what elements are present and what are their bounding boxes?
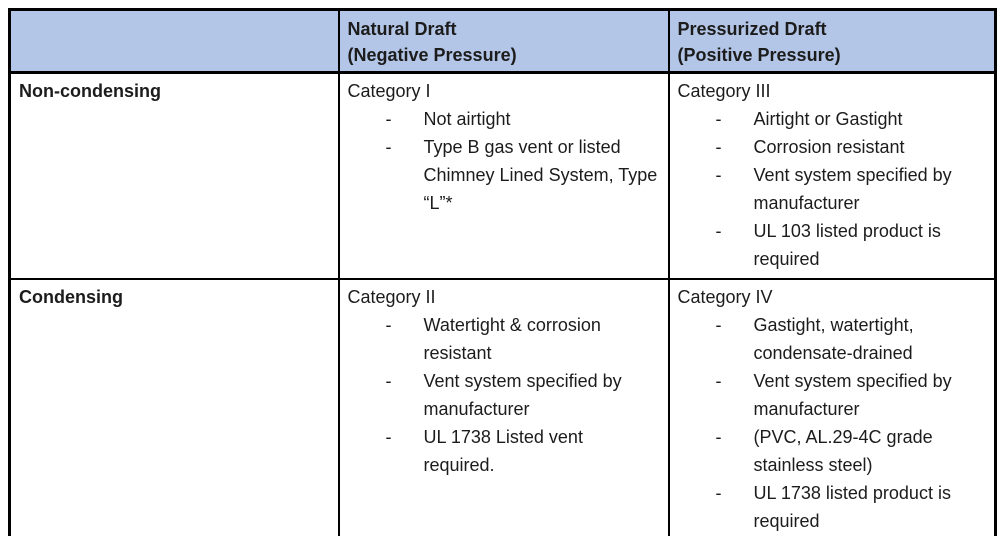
cell-category-4: Category IV - Gastight, watertight, cond… [667,277,997,536]
list-item: - Type B gas vent or listed Chimney Line… [348,133,660,217]
table-header-row: Natural Draft (Negative Pressure) Pressu… [8,8,997,74]
dash-bullet: - [385,314,392,335]
list-item-text: Corrosion resistant [753,137,905,157]
list-item: - (PVC, AL.29-4C grade stainless steel) [678,423,987,479]
dash-bullet: - [715,221,722,241]
list-item: - UL 1738 listed product is required [678,479,987,535]
list-item: - Airtight or Gastight [678,105,987,133]
category-title: Category IV [677,286,773,307]
list-item-text: Vent system specified by manufacturer [753,165,952,213]
list-item-text: Not airtight [423,109,511,129]
list-item: - Corrosion resistant [678,133,987,161]
dash-bullet: - [715,370,722,391]
list-item-text: Gastight, watertight, condensate-drained [753,314,914,363]
list-item: - UL 1738 Listed vent required. [348,423,660,479]
bullet-list: - Not airtight - Type B gas vent or list… [348,105,660,217]
list-item: - UL 103 listed product is required [678,217,987,273]
header-line-1: Pressurized Draft [677,19,827,39]
table-row-condensing: Condensing Category II - Watertight & co… [8,277,997,536]
dash-bullet: - [715,482,722,503]
list-item-text: UL 1738 Listed vent required. [423,426,583,475]
header-line-2: (Positive Pressure) [677,45,841,65]
header-line-2: (Negative Pressure) [347,45,517,65]
list-item-text: Watertight & corrosion resistant [423,314,601,363]
header-cell-pressurized-draft: Pressurized Draft (Positive Pressure) [667,8,997,74]
list-item: - Vent system specified by manufacturer [348,367,660,423]
list-item-text: Airtight or Gastight [753,109,903,129]
bullet-list: - Gastight, watertight, condensate-drain… [678,311,987,535]
list-item-text: UL 103 listed product is required [753,221,941,269]
list-item-text: UL 1738 listed product is required [753,482,951,531]
category-title: Category I [347,81,431,101]
list-item: - Watertight & corrosion resistant [348,311,660,367]
venting-categories-table: Natural Draft (Negative Pressure) Pressu… [8,8,997,536]
table-row-non-condensing: Non-condensing Category I - Not airtight [8,71,997,280]
bullet-list: - Watertight & corrosion resistant - Ven… [348,311,660,479]
category-title: Category II [347,286,436,307]
dash-bullet: - [385,137,392,157]
list-item-text: Vent system specified by manufacturer [423,370,622,419]
row-label-condensing: Condensing [8,277,340,536]
header-line-1: Natural Draft [347,19,457,39]
dash-bullet: - [715,426,722,447]
dash-bullet: - [715,109,722,129]
dash-bullet: - [385,370,392,391]
row-label-non-condensing: Non-condensing [8,71,340,280]
list-item-text: (PVC, AL.29-4C grade stainless steel) [753,426,933,475]
list-item-text: Type B gas vent or listed Chimney Lined … [423,137,658,213]
cell-category-1: Category I - Not airtight - Type B gas v… [337,71,670,280]
list-item: - Not airtight [348,105,660,133]
category-title: Category III [677,81,771,101]
dash-bullet: - [715,165,722,185]
dash-bullet: - [385,109,392,129]
list-item: - Vent system specified by manufacturer [678,367,987,423]
dash-bullet: - [385,426,392,447]
list-item: - Gastight, watertight, condensate-drain… [678,311,987,367]
header-cell-blank [8,8,340,74]
dash-bullet: - [715,137,722,157]
bullet-list: - Airtight or Gastight - Corrosion resis… [678,105,987,273]
header-cell-natural-draft: Natural Draft (Negative Pressure) [337,8,670,74]
dash-bullet: - [715,314,722,335]
list-item: - Vent system specified by manufacturer [678,161,987,217]
cell-category-2: Category II - Watertight & corrosion res… [337,277,670,536]
list-item-text: Vent system specified by manufacturer [753,370,952,419]
cell-category-3: Category III - Airtight or Gastight - Co… [667,71,997,280]
